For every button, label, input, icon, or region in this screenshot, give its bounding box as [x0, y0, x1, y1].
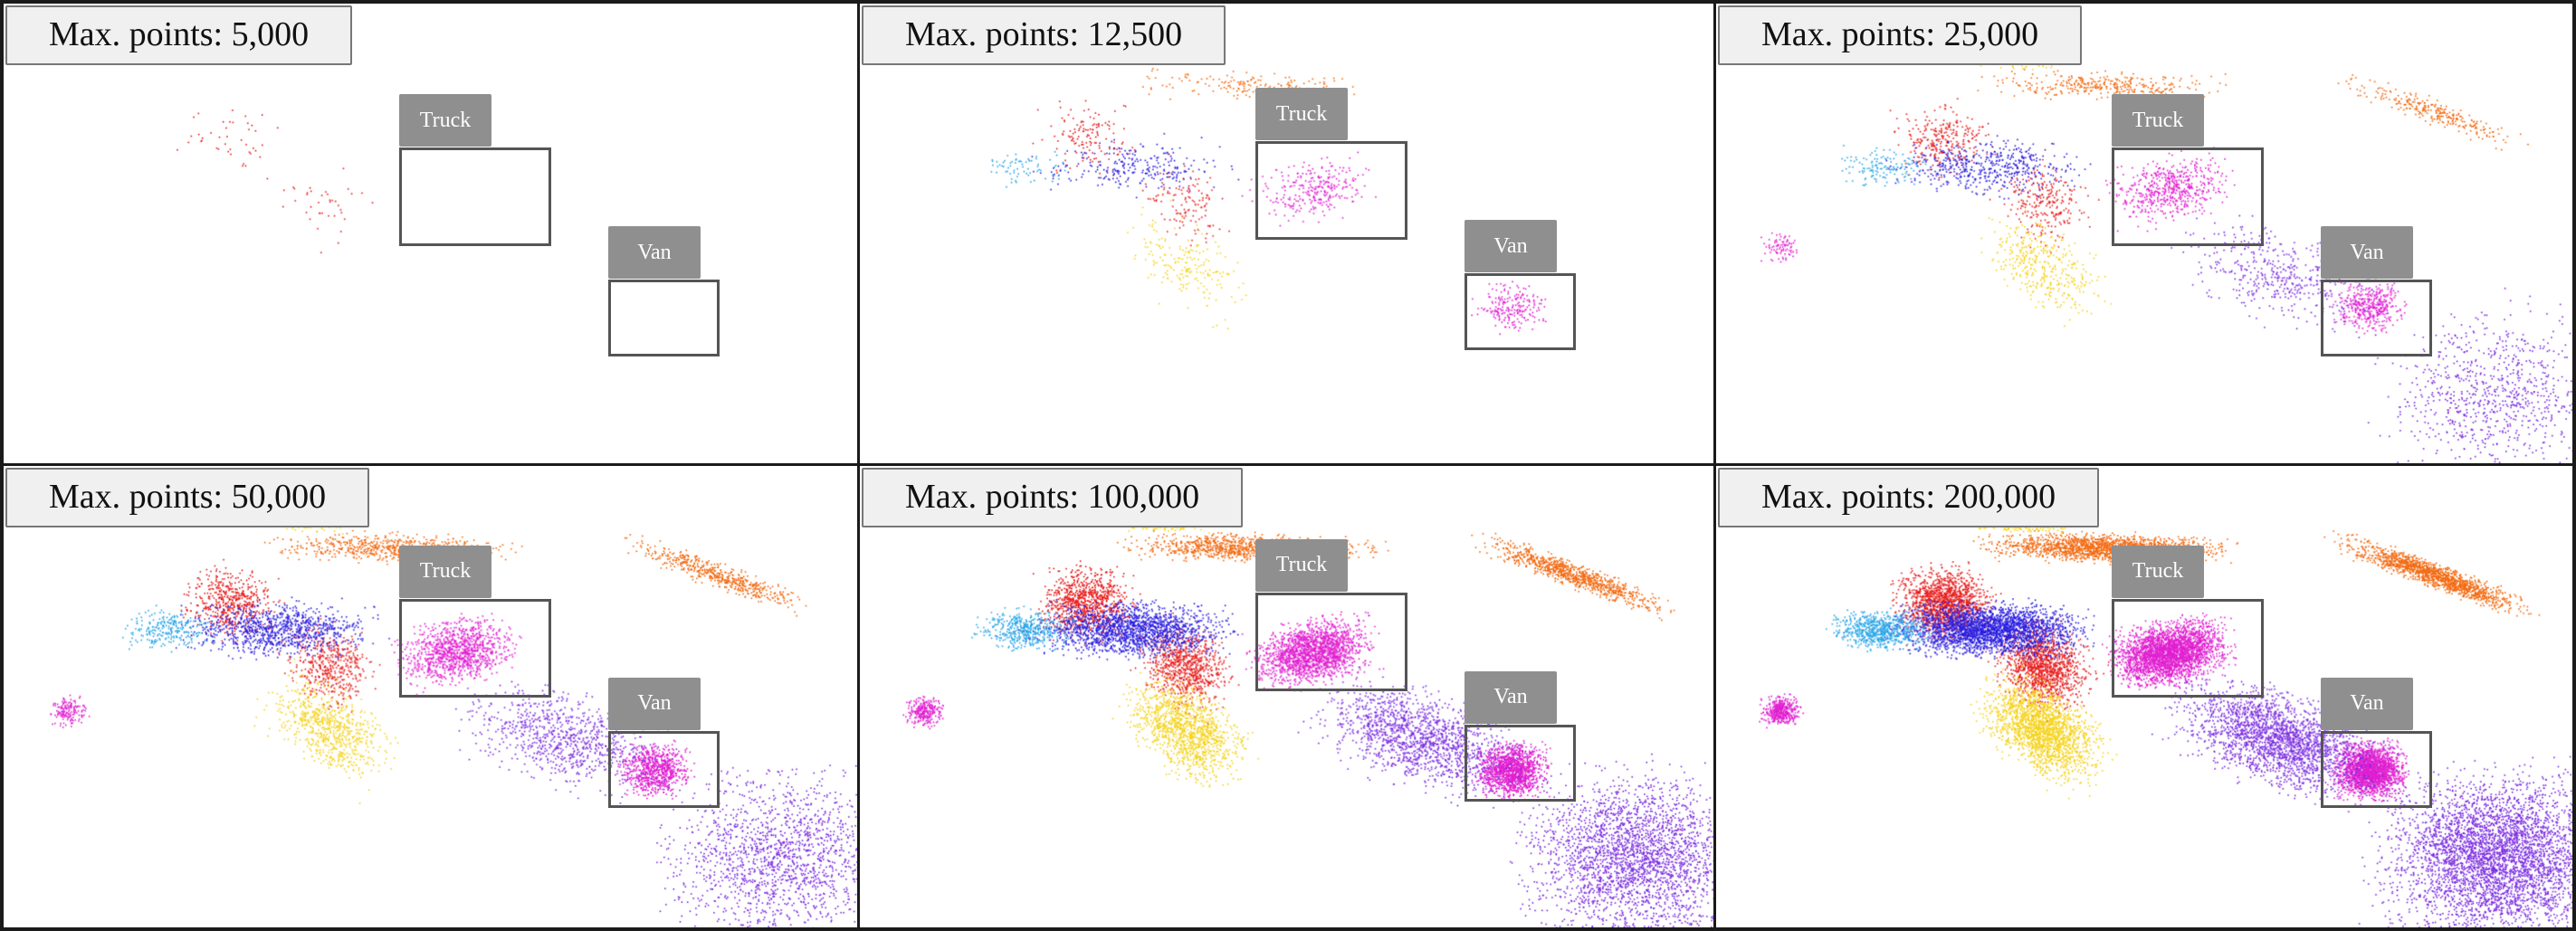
truck-label: Truck: [1255, 538, 1348, 592]
truck-label: Truck: [399, 94, 491, 147]
truck-label: Truck: [1255, 88, 1348, 140]
point-cloud-panel: Max. points: 5,000 Truck Van: [4, 4, 860, 466]
van-bounding-box: [608, 280, 720, 356]
van-label: Van: [608, 677, 701, 730]
panel-caption: Max. points: 12,500: [862, 5, 1226, 65]
point-cloud-panel: Max. points: 200,000 Truck Van: [1716, 465, 2572, 927]
van-label: Van: [2321, 226, 2413, 279]
van-bounding-box: [1465, 724, 1576, 802]
truck-bounding-box: [2112, 147, 2264, 246]
point-cloud-canvas: [860, 4, 1713, 463]
truck-bounding-box: [1255, 592, 1407, 691]
truck-label: Truck: [2112, 94, 2204, 147]
truck-bounding-box: [399, 598, 551, 698]
panel-caption: Max. points: 5,000: [5, 5, 353, 65]
van-label: Van: [2321, 677, 2413, 730]
van-bounding-box: [608, 730, 720, 808]
van-bounding-box: [2321, 730, 2432, 808]
point-cloud-panel: Max. points: 12,500 Truck Van: [860, 4, 1716, 466]
van-label: Van: [1465, 220, 1557, 272]
panel-caption: Max. points: 200,000: [1718, 467, 2100, 527]
point-cloud-canvas: [860, 465, 1713, 927]
point-cloud-canvas: [4, 4, 857, 463]
point-cloud-panel: Max. points: 50,000 Truck Van: [4, 465, 860, 927]
panel-caption: Max. points: 100,000: [862, 467, 1244, 527]
truck-bounding-box: [1255, 141, 1407, 240]
truck-bounding-box: [399, 147, 551, 246]
van-bounding-box: [1465, 273, 1576, 350]
truck-bounding-box: [2112, 598, 2264, 698]
point-cloud-panel: Max. points: 100,000 Truck Van: [860, 465, 1716, 927]
truck-label: Truck: [2112, 545, 2204, 598]
point-cloud-panel: Max. points: 25,000 Truck Van: [1716, 4, 2572, 466]
van-bounding-box: [2321, 280, 2432, 356]
panel-caption: Max. points: 50,000: [5, 467, 370, 527]
van-label: Van: [608, 226, 701, 279]
van-label: Van: [1465, 670, 1557, 724]
point-cloud-canvas: [1716, 4, 2572, 463]
panel-caption: Max. points: 25,000: [1718, 5, 2083, 65]
truck-label: Truck: [399, 545, 491, 598]
